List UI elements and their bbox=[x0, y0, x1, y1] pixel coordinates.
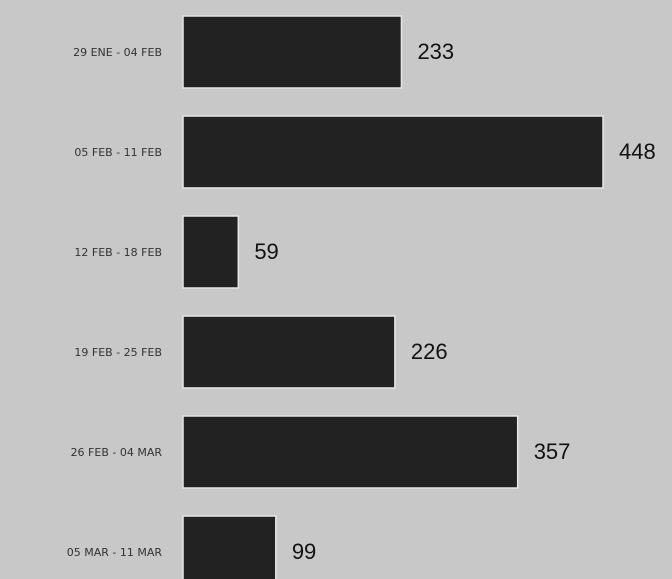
category-label: 05 FEB - 11 FEB bbox=[74, 146, 162, 159]
value-label: 59 bbox=[254, 239, 278, 264]
value-label: 233 bbox=[417, 39, 454, 64]
bar bbox=[182, 15, 403, 89]
bar bbox=[182, 215, 240, 289]
value-label: 99 bbox=[292, 539, 316, 564]
bar bbox=[182, 515, 277, 579]
category-label: 29 ENE - 04 FEB bbox=[73, 46, 162, 59]
value-label: 448 bbox=[619, 139, 656, 164]
value-label: 226 bbox=[411, 339, 448, 364]
value-label: 357 bbox=[534, 439, 571, 464]
bar bbox=[182, 115, 604, 189]
bar bbox=[182, 315, 396, 389]
category-label: 26 FEB - 04 MAR bbox=[71, 446, 163, 459]
category-label: 12 FEB - 18 FEB bbox=[74, 246, 162, 259]
bar bbox=[182, 415, 519, 489]
category-label: 05 MAR - 11 MAR bbox=[67, 546, 163, 559]
category-label: 19 FEB - 25 FEB bbox=[74, 346, 162, 359]
